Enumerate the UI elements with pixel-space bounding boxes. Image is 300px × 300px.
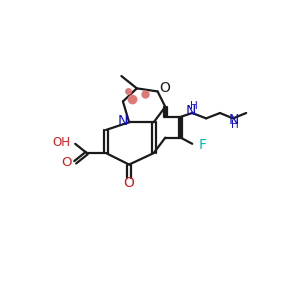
Text: O: O bbox=[61, 156, 71, 169]
Text: O: O bbox=[124, 176, 134, 190]
Text: OH: OH bbox=[52, 136, 70, 149]
Text: F: F bbox=[198, 138, 206, 152]
Text: N: N bbox=[118, 114, 128, 128]
Text: N: N bbox=[185, 104, 196, 118]
Text: O: O bbox=[159, 81, 170, 95]
Text: H: H bbox=[190, 101, 198, 111]
Text: N: N bbox=[229, 113, 239, 127]
Text: H: H bbox=[232, 120, 239, 130]
